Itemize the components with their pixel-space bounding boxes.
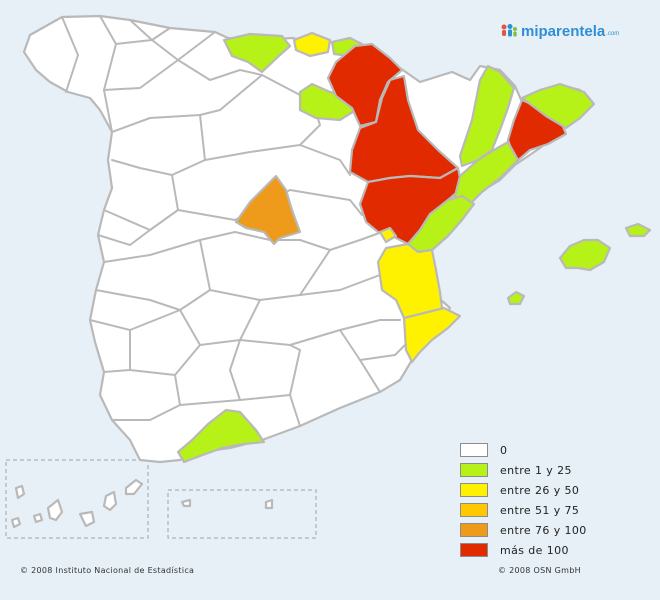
legend-row-1-25: entre 1 y 25: [460, 460, 587, 480]
region-girona-ne[interactable]: [520, 82, 596, 130]
legend: 0 entre 1 y 25 entre 26 y 50 entre 51 y …: [460, 440, 587, 560]
legend-swatch-51-75: [460, 503, 488, 517]
legend-label-1-25: entre 1 y 25: [500, 463, 572, 477]
region-rincon-de-ademuz[interactable]: [378, 226, 398, 244]
region-barcelona[interactable]: [506, 98, 568, 164]
region-valencia[interactable]: [376, 242, 444, 320]
legend-label-51-75: entre 51 y 75: [500, 503, 580, 517]
miparentela-logo[interactable]: miparentela .com: [500, 20, 619, 42]
region-castellon[interactable]: [406, 194, 476, 254]
legend-row-76-100: entre 76 y 100: [460, 520, 587, 540]
legend-label-0: 0: [500, 443, 508, 457]
region-canarias[interactable]: [10, 478, 144, 529]
legend-row-100-plus: más de 100: [460, 540, 587, 560]
region-vizcaya[interactable]: [292, 31, 332, 58]
region-alicante[interactable]: [402, 306, 462, 364]
logo-text: miparentela: [521, 22, 606, 40]
ceuta-melilla-inset-box: [167, 489, 317, 539]
legend-swatch-0: [460, 443, 488, 457]
region-malaga[interactable]: [176, 408, 266, 464]
canary-inset-box: [5, 459, 149, 539]
legend-row-51-75: entre 51 y 75: [460, 500, 587, 520]
legend-label-76-100: entre 76 y 100: [500, 523, 587, 537]
region-madrid[interactable]: [234, 174, 302, 246]
footer-copyright-osn: © 2008 OSN GmbH: [498, 566, 581, 575]
legend-label-26-50: entre 26 y 50: [500, 483, 580, 497]
legend-label-100-plus: más de 100: [500, 543, 569, 557]
region-menorca[interactable]: [624, 222, 652, 238]
region-ceuta-melilla[interactable]: [180, 498, 274, 510]
legend-row-26-50: entre 26 y 50: [460, 480, 587, 500]
region-ibiza[interactable]: [506, 290, 526, 306]
legend-swatch-76-100: [460, 523, 488, 537]
legend-swatch-26-50: [460, 483, 488, 497]
legend-row-0: 0: [460, 440, 587, 460]
legend-swatch-1-25: [460, 463, 488, 477]
footer-copyright-ine: © 2008 Instituto Nacional de Estadística: [20, 566, 195, 575]
legend-swatch-100-plus: [460, 543, 488, 557]
region-cantabria[interactable]: [222, 32, 292, 74]
logo-suffix: .com: [606, 31, 620, 37]
family-icon: [501, 24, 517, 37]
region-navarra[interactable]: [326, 42, 404, 128]
region-mallorca[interactable]: [558, 238, 612, 272]
